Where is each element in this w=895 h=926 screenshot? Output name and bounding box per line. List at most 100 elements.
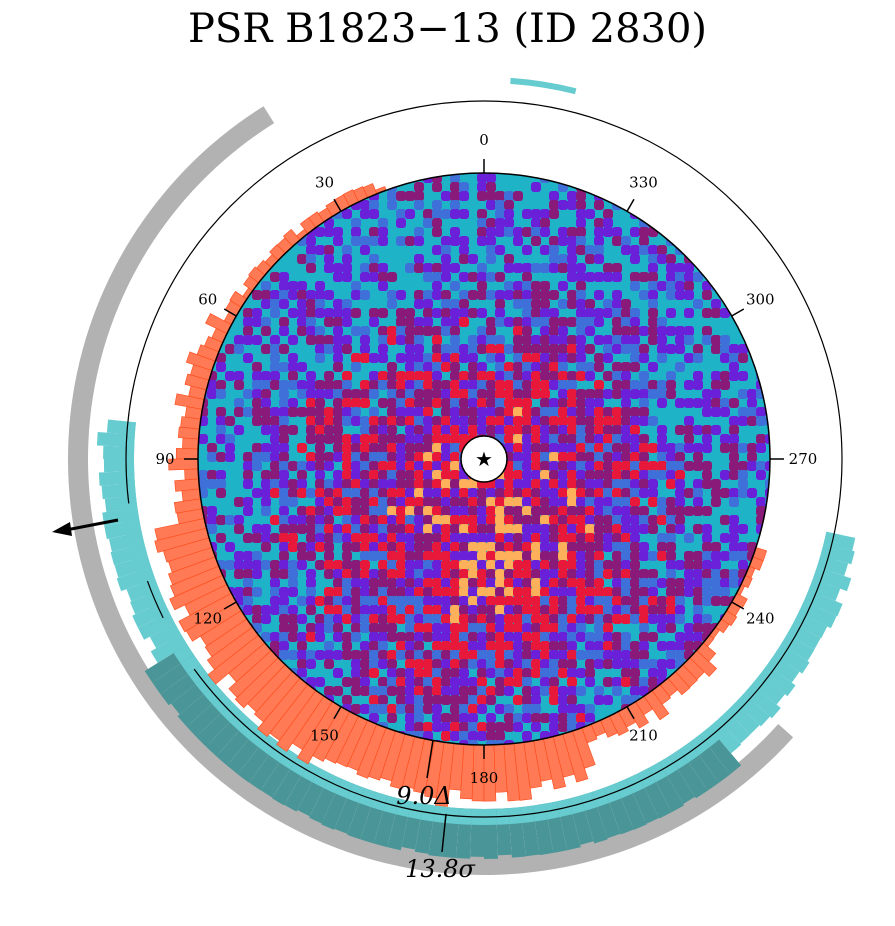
heatmap-cell xyxy=(396,650,406,660)
heatmap-cell xyxy=(468,569,478,579)
heatmap-cell xyxy=(378,227,388,237)
heatmap-cell xyxy=(513,380,523,390)
heatmap-cell xyxy=(594,218,604,228)
heatmap-cell xyxy=(441,614,451,624)
grey-significance-wedge xyxy=(68,106,794,876)
heatmap-cell xyxy=(477,677,487,687)
heatmap-cell xyxy=(720,488,730,498)
heatmap-cell xyxy=(432,335,442,345)
heatmap-cell xyxy=(270,443,280,453)
heatmap-cell xyxy=(504,443,514,453)
heatmap-cell xyxy=(495,218,505,228)
heatmap-cell xyxy=(684,263,694,273)
heatmap-cell xyxy=(306,326,316,336)
heatmap-cell xyxy=(333,569,343,579)
heatmap-cell xyxy=(603,587,613,597)
heatmap-cell xyxy=(315,227,325,237)
heatmap-cell xyxy=(297,542,307,552)
heatmap-cell xyxy=(585,704,595,714)
heatmap-cell xyxy=(360,380,370,390)
heatmap-cell xyxy=(630,668,640,678)
heatmap-cell xyxy=(504,524,514,534)
heatmap-cell xyxy=(342,587,352,597)
heatmap-cell xyxy=(342,677,352,687)
heatmap-cell xyxy=(531,614,541,624)
heatmap-cell xyxy=(603,614,613,624)
heatmap-cell xyxy=(459,236,469,246)
heatmap-cell xyxy=(297,281,307,291)
heatmap-cell xyxy=(477,542,487,552)
heatmap-cell xyxy=(450,308,460,318)
heatmap-cell xyxy=(477,686,487,696)
heatmap-cell xyxy=(315,353,325,363)
heatmap-cell xyxy=(333,326,343,336)
heatmap-cell xyxy=(396,506,406,516)
heatmap-cell xyxy=(549,200,559,210)
heatmap-cell xyxy=(657,380,667,390)
heatmap-cell xyxy=(666,569,676,579)
heatmap-cell xyxy=(765,380,770,390)
heatmap-cell xyxy=(513,695,523,705)
heatmap-cell xyxy=(441,191,451,201)
heatmap-cell xyxy=(468,659,478,669)
heatmap-cell xyxy=(450,344,460,354)
heatmap-cell xyxy=(594,425,604,435)
heatmap-cell xyxy=(486,290,496,300)
heatmap-cell xyxy=(378,398,388,408)
heatmap-cell xyxy=(720,470,730,480)
heatmap-cell xyxy=(342,371,352,381)
heatmap-cell xyxy=(279,650,289,660)
heatmap-cell xyxy=(522,443,532,453)
heatmap-cell xyxy=(405,614,415,624)
heatmap-cell xyxy=(657,461,667,471)
heatmap-cell xyxy=(540,443,550,453)
heatmap-cell xyxy=(324,263,334,273)
heatmap-cell xyxy=(360,506,370,516)
heatmap-cell xyxy=(558,434,568,444)
heatmap-cell xyxy=(252,308,262,318)
heatmap-cell xyxy=(414,578,424,588)
heatmap-cell xyxy=(603,533,613,543)
outer-ring-bin-top xyxy=(167,634,188,653)
heatmap-cell xyxy=(603,506,613,516)
heatmap-cell xyxy=(261,371,271,381)
heatmap-cell xyxy=(270,353,280,363)
heatmap-cell xyxy=(630,227,640,237)
heatmap-cell xyxy=(450,371,460,381)
heatmap-cell xyxy=(369,524,379,534)
heatmap-cell xyxy=(702,623,712,633)
heatmap-cell xyxy=(738,461,748,471)
heatmap-cell xyxy=(684,281,694,291)
heatmap-cell xyxy=(288,578,298,588)
heatmap-cell xyxy=(459,506,469,516)
heatmap-cell xyxy=(576,371,586,381)
heatmap-cell xyxy=(477,272,487,282)
heatmap-cell xyxy=(576,497,586,507)
heatmap-cell xyxy=(270,488,280,498)
heatmap-cell xyxy=(621,641,631,651)
heatmap-cell xyxy=(414,200,424,210)
heatmap-cell xyxy=(621,335,631,345)
heatmap-cell xyxy=(585,254,595,264)
heatmap-cell xyxy=(396,560,406,570)
heatmap-cell xyxy=(576,551,586,561)
heatmap-cell xyxy=(414,686,424,696)
heatmap-cell xyxy=(450,650,460,660)
heatmap-cell xyxy=(387,614,397,624)
heatmap-cell xyxy=(351,353,361,363)
heatmap-cell xyxy=(540,605,550,615)
heatmap-cell xyxy=(387,335,397,345)
heatmap-cell xyxy=(693,353,703,363)
heatmap-cell xyxy=(378,281,388,291)
heatmap-cell xyxy=(666,524,676,534)
outer-ring-outline xyxy=(125,100,843,818)
heatmap-cell xyxy=(414,497,424,507)
heatmap-cell xyxy=(252,398,262,408)
heatmap-cell xyxy=(666,479,676,489)
heatmap-cell xyxy=(324,416,334,426)
heatmap-cell xyxy=(405,641,415,651)
heatmap-cell xyxy=(324,335,334,345)
heatmap-cell xyxy=(414,596,424,606)
heatmap-cell xyxy=(387,623,397,633)
heatmap-cell xyxy=(639,326,649,336)
